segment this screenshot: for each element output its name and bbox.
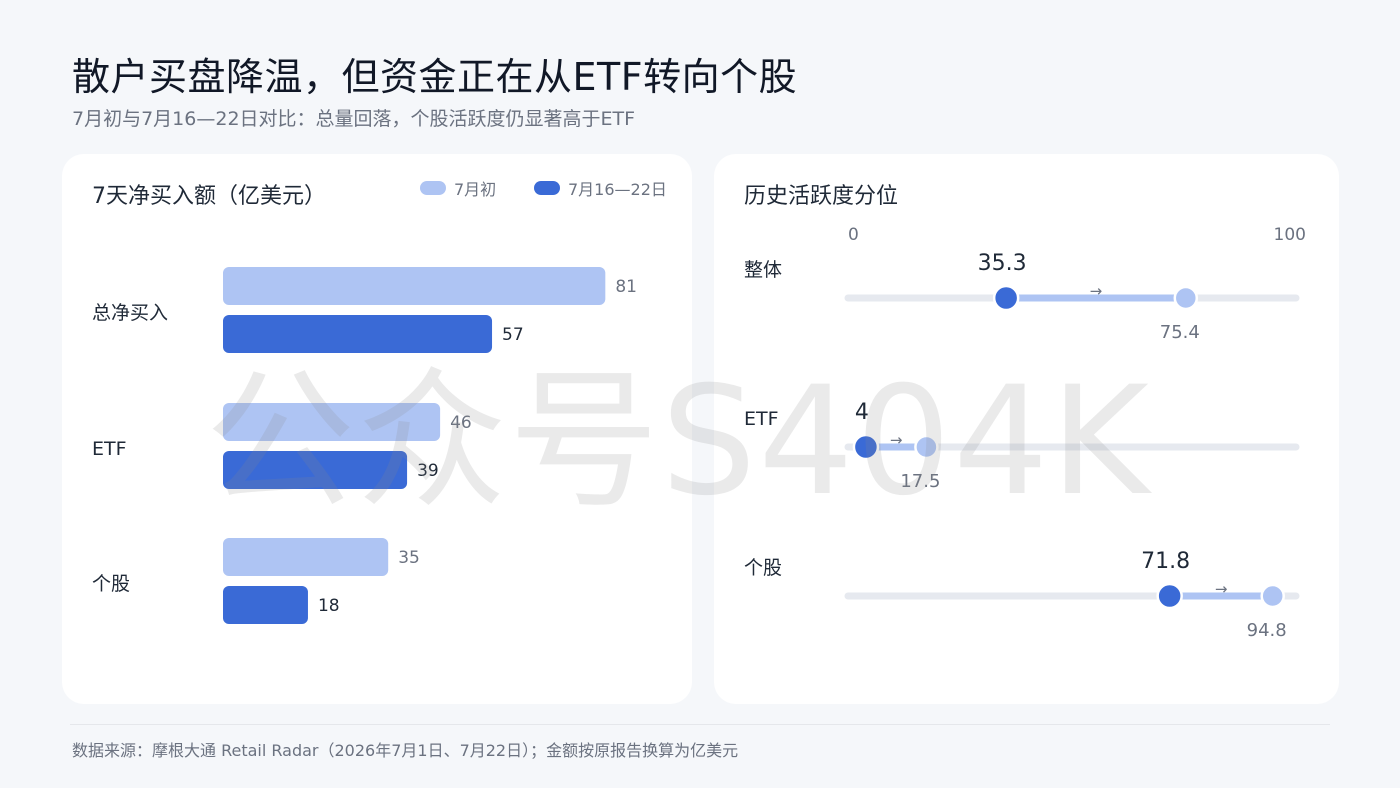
source-note: 数据来源：摩根大通 Retail Radar（2026年7月1日、7月22日）；… (72, 741, 739, 760)
bar-chart-plot: 总净买入 81 57 ETF 46 39 个股 35 18 (92, 267, 637, 624)
bar-value-label: 57 (502, 325, 524, 345)
arrow-glyph: → (1215, 580, 1228, 598)
start-dot (992, 284, 1020, 312)
page-title: 散户买盘降温，但资金正在从ETF转向个股 (72, 55, 798, 99)
bar-chart-title: 7天净买入额（亿美元） (92, 184, 326, 209)
arrow-glyph: → (890, 431, 903, 449)
bar (223, 315, 493, 353)
legend-early-swatch (420, 181, 446, 195)
end-value-label: 17.5 (900, 471, 940, 492)
end-value-label: 75.4 (1160, 322, 1200, 343)
legend-late: 7月16—22日 (534, 176, 667, 200)
start-dot (852, 433, 880, 461)
category-label: 个股 (92, 573, 130, 595)
bar-value-label: 35 (398, 548, 420, 568)
end-dot (1260, 583, 1285, 609)
legend-early: 7月初 (420, 176, 496, 200)
start-value-label: 4 (855, 400, 869, 425)
legend-late-swatch (534, 181, 560, 195)
dumbbell-chart-title: 历史活跃度分位 (744, 184, 899, 209)
arrow-glyph: → (1090, 282, 1103, 300)
bar (223, 403, 441, 441)
end-dot (914, 434, 939, 460)
bar-value-label: 39 (417, 461, 439, 481)
net-buy-card: 7天净买入额（亿美元） 7月初 7月16—22日 总净买入 81 57 ETF 46 39… (62, 154, 692, 704)
bar-value-label: 18 (318, 596, 340, 616)
end-dot (1173, 285, 1199, 311)
bar (223, 267, 606, 305)
row-label: ETF (744, 408, 779, 430)
start-dot (1156, 582, 1183, 610)
footer-divider (70, 724, 1330, 725)
legend-late-label: 7月16—22日 (568, 180, 667, 199)
dumbbell-chart-plot: 0 100 整体 → 35.3 75.4 ETF → 4 17.5 个股 → 71.8 94.8 (744, 225, 1306, 641)
row-label: 个股 (744, 557, 782, 579)
bar-value-label: 46 (450, 413, 472, 433)
bar (223, 451, 408, 489)
page-subtitle: 7月初与7月16—22日对比：总量回落，个股活跃度仍显著高于ETF (72, 108, 636, 130)
start-value-label: 35.3 (978, 251, 1027, 276)
category-label: 总净买入 (92, 302, 168, 324)
row-label: 整体 (744, 259, 782, 281)
legend-early-label: 7月初 (454, 180, 497, 199)
bar-value-label: 81 (615, 277, 637, 297)
percentile-card: 历史活跃度分位 0 100 整体 → 35.3 75.4 ETF → 4 17.5 个股 → 71.8 9… (714, 154, 1339, 704)
axis-min-label: 0 (848, 225, 859, 245)
end-value-label: 94.8 (1247, 620, 1287, 641)
axis-max-label: 100 (1274, 225, 1306, 245)
category-label: ETF (92, 438, 127, 460)
bar (223, 538, 389, 576)
bar (223, 586, 308, 624)
start-value-label: 71.8 (1141, 549, 1190, 574)
